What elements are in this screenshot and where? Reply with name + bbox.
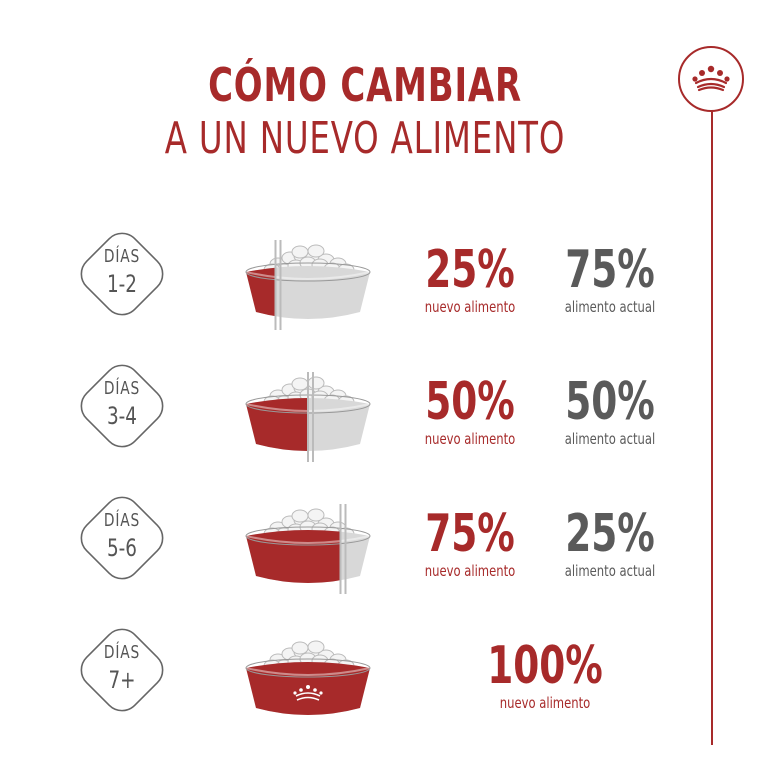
current-food-label: alimento actual	[564, 562, 656, 580]
days-range: 3-4	[107, 402, 137, 430]
food-bowl-icon	[245, 372, 371, 462]
current-food-label: alimento actual	[564, 298, 656, 316]
crown-icon	[678, 46, 744, 112]
current-food-percent: 50%	[565, 372, 655, 432]
new-food-label: nuevo alimento	[424, 562, 516, 580]
days-word: DÍAS	[103, 378, 141, 399]
days-word: DÍAS	[103, 510, 141, 531]
new-food-percent: 75%	[425, 504, 515, 564]
days-range: 5-6	[107, 534, 137, 562]
days-badge	[80, 628, 164, 712]
days-badge	[80, 232, 164, 316]
step-row-1: DÍAS 1-2 25% nuevo alimento 75% alimento…	[0, 222, 780, 352]
step-row-2: DÍAS 3-4 50% nuevo alimento 50% alimento…	[0, 354, 780, 484]
title-line-1: CÓMO CAMBIAR	[208, 58, 522, 112]
food-bowl-icon	[245, 504, 371, 594]
new-food-label: nuevo alimento	[499, 694, 591, 712]
days-range: 1-2	[107, 270, 137, 298]
title-line-2: A UN NUEVO ALIMENTO	[164, 113, 566, 164]
new-food-percent: 100%	[487, 636, 603, 696]
days-word: DÍAS	[103, 642, 141, 663]
step-row-4: DÍAS 7+ 100% nuevo alimento	[0, 618, 780, 748]
new-food-label: nuevo alimento	[424, 430, 516, 448]
current-food-percent: 25%	[565, 504, 655, 564]
days-badge	[80, 364, 164, 448]
timeline-line	[711, 110, 713, 745]
step-row-3: DÍAS 5-6 75% nuevo alimento 25% alimento…	[0, 486, 780, 616]
new-food-label: nuevo alimento	[424, 298, 516, 316]
current-food-percent: 75%	[565, 240, 655, 300]
days-badge	[80, 496, 164, 580]
new-food-percent: 50%	[425, 372, 515, 432]
days-word: DÍAS	[103, 246, 141, 267]
food-bowl-icon	[245, 640, 371, 715]
current-food-label: alimento actual	[564, 430, 656, 448]
days-range: 7+	[108, 666, 136, 694]
food-bowl-icon	[245, 240, 371, 330]
new-food-percent: 25%	[425, 240, 515, 300]
